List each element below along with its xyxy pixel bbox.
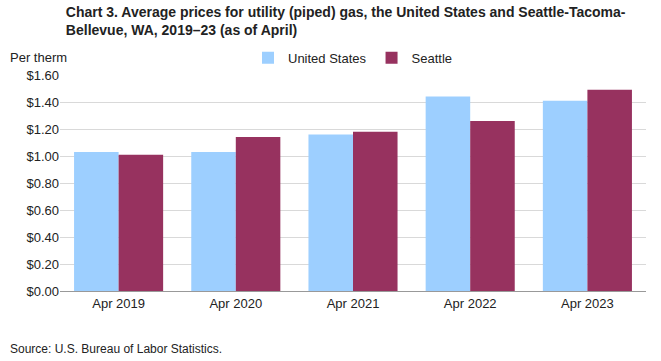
svg-text:Apr 2022: Apr 2022 — [444, 296, 497, 311]
svg-text:$1.60: $1.60 — [26, 68, 59, 83]
svg-text:Source: U.S. Bureau of Labor S: Source: U.S. Bureau of Labor Statistics. — [10, 342, 222, 356]
svg-text:Apr 2019: Apr 2019 — [92, 296, 145, 311]
svg-text:United States: United States — [288, 51, 367, 66]
svg-text:$0.40: $0.40 — [26, 230, 59, 245]
svg-text:$1.00: $1.00 — [26, 149, 59, 164]
svg-text:Apr 2021: Apr 2021 — [327, 296, 380, 311]
svg-text:Apr 2020: Apr 2020 — [209, 296, 262, 311]
svg-text:Apr 2023: Apr 2023 — [561, 296, 614, 311]
svg-text:Per therm: Per therm — [10, 50, 67, 65]
svg-text:Chart 3. Average prices for ut: Chart 3. Average prices for utility (pip… — [66, 4, 626, 38]
svg-text:$0.80: $0.80 — [26, 176, 59, 191]
svg-text:$0.00: $0.00 — [26, 284, 59, 299]
svg-text:$1.40: $1.40 — [26, 95, 59, 110]
svg-text:$0.20: $0.20 — [26, 257, 59, 272]
svg-text:$1.20: $1.20 — [26, 122, 59, 137]
svg-text:Seattle: Seattle — [412, 51, 452, 66]
svg-text:$0.60: $0.60 — [26, 203, 59, 218]
